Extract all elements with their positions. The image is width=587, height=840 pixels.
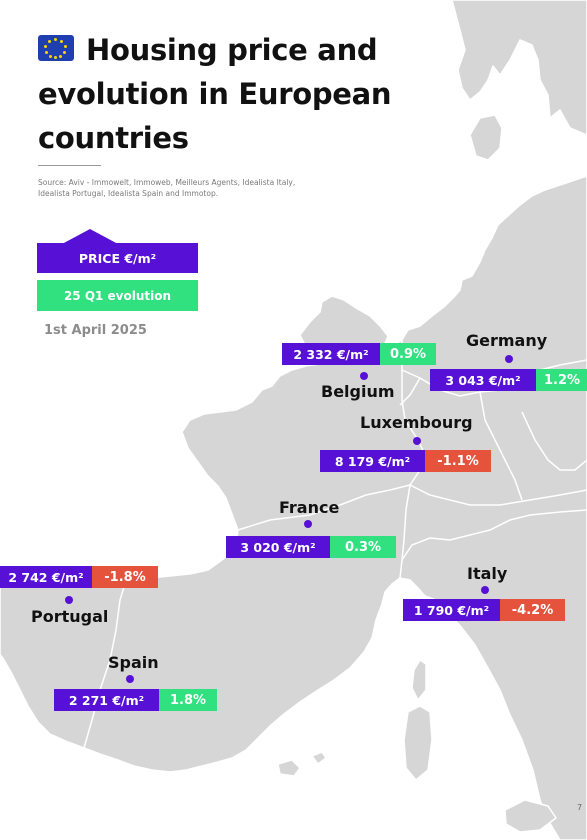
date-label: 1st April 2025	[44, 323, 147, 338]
location-marker-italy	[481, 586, 489, 594]
label-luxembourg: 8 179 €/m² -1.1%	[320, 450, 491, 472]
country-name-france: France	[279, 498, 340, 517]
price-italy: 1 790 €/m²	[403, 599, 500, 621]
country-name-italy: Italy	[467, 564, 508, 583]
location-marker-portugal	[65, 596, 73, 604]
evolution-germany: 1.2%	[536, 369, 587, 391]
scandinavia-shape	[451, 0, 587, 136]
source-note: Source: Aviv - Immowelt, Immoweb, Meille…	[38, 178, 296, 198]
sicily-shape	[504, 799, 557, 833]
country-name-luxembourg: Luxembourg	[360, 413, 473, 432]
price-spain: 2 271 €/m²	[54, 689, 159, 711]
evolution-italy: -4.2%	[500, 599, 565, 621]
page-number: 7	[577, 803, 583, 812]
title-divider	[38, 165, 101, 166]
label-belgium: 2 332 €/m² 0.9%	[282, 343, 436, 365]
legend-price-notch	[62, 229, 118, 244]
denmark-shape	[469, 114, 503, 161]
legend-evolution: 25 Q1 evolution	[37, 280, 198, 311]
price-germany: 3 043 €/m²	[430, 369, 536, 391]
location-marker-luxembourg	[413, 437, 421, 445]
price-luxembourg: 8 179 €/m²	[320, 450, 425, 472]
evolution-luxembourg: -1.1%	[425, 450, 491, 472]
location-marker-belgium	[360, 372, 368, 380]
label-france: 3 020 €/m² 0.3%	[226, 536, 396, 558]
evolution-portugal: -1.8%	[92, 566, 158, 588]
country-name-germany: Germany	[466, 331, 548, 350]
evolution-spain: 1.8%	[159, 689, 217, 711]
price-portugal: 2 742 €/m²	[0, 566, 92, 588]
label-portugal: 2 742 €/m² -1.8%	[0, 566, 158, 588]
country-name-portugal: Portugal	[31, 607, 109, 626]
evolution-france: 0.3%	[330, 536, 396, 558]
country-name-spain: Spain	[108, 653, 159, 672]
location-marker-germany	[505, 355, 513, 363]
sardinia-shape	[403, 705, 433, 781]
country-name-belgium: Belgium	[321, 382, 395, 401]
label-italy: 1 790 €/m² -4.2%	[403, 599, 565, 621]
label-spain: 2 271 €/m² 1.8%	[54, 689, 217, 711]
corsica-shape	[411, 659, 427, 701]
legend-price: PRICE €/m²	[37, 243, 198, 273]
page-title: Housing price and evolution in European …	[38, 33, 392, 155]
menorca-shape	[311, 751, 327, 765]
mainland-shape	[0, 175, 587, 840]
balearic-shape	[277, 759, 301, 777]
eu-flag-icon	[38, 35, 74, 61]
price-france: 3 020 €/m²	[226, 536, 330, 558]
location-marker-spain	[126, 675, 134, 683]
price-belgium: 2 332 €/m²	[282, 343, 380, 365]
evolution-belgium: 0.9%	[380, 343, 436, 365]
label-germany: 3 043 €/m² 1.2%	[430, 369, 587, 391]
location-marker-france	[304, 520, 312, 528]
